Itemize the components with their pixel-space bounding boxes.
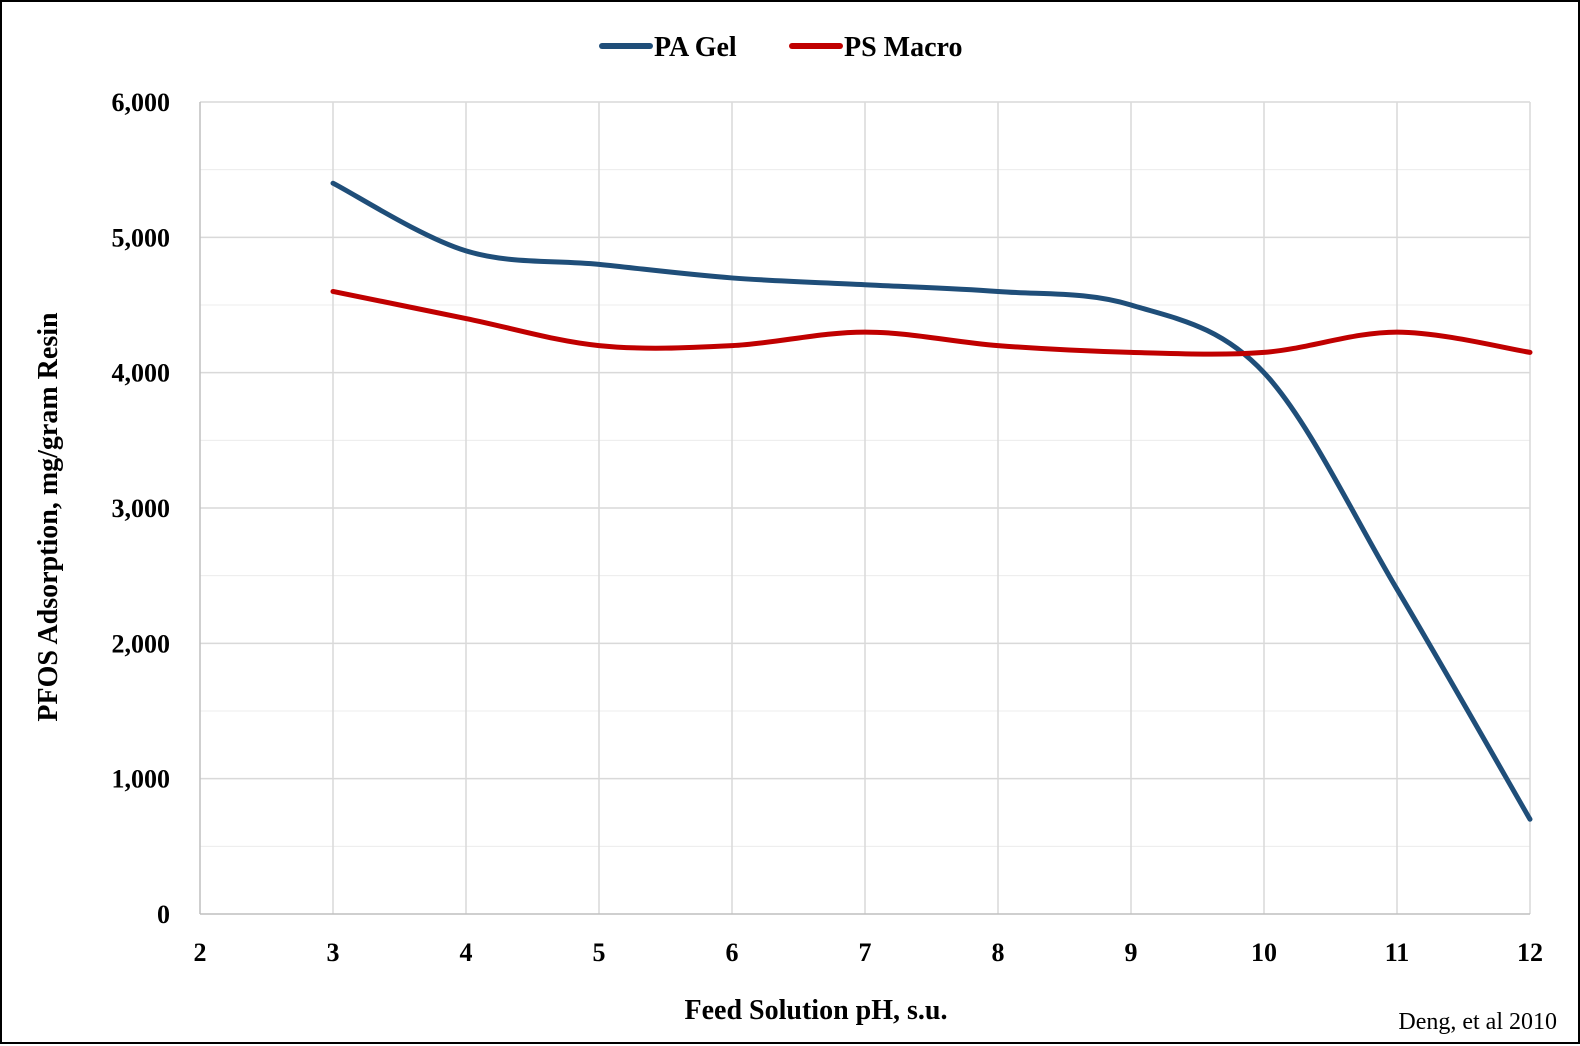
x-tick-label: 6 bbox=[726, 938, 739, 967]
x-tick-label: 5 bbox=[593, 938, 606, 967]
data-point-ps-macro bbox=[1262, 350, 1267, 355]
y-tick-label: 5,000 bbox=[112, 223, 171, 252]
data-point-ps-macro bbox=[730, 343, 735, 348]
x-tick-label: 9 bbox=[1125, 938, 1138, 967]
x-tick-label: 3 bbox=[327, 938, 340, 967]
x-tick-label: 10 bbox=[1251, 938, 1277, 967]
x-tick-label: 7 bbox=[859, 938, 872, 967]
series-layer bbox=[330, 180, 1533, 822]
data-point-pa-gel bbox=[464, 248, 469, 253]
x-tick-label: 12 bbox=[1517, 938, 1543, 967]
data-point-ps-macro bbox=[597, 343, 602, 348]
x-tick-label: 4 bbox=[460, 938, 473, 967]
y-tick-label: 4,000 bbox=[112, 359, 171, 388]
legend-label-ps-macro: PS Macro bbox=[844, 32, 962, 63]
data-point-pa-gel bbox=[1395, 587, 1400, 592]
data-point-pa-gel bbox=[1262, 370, 1267, 375]
x-axis-title: Feed Solution pH, s.u. bbox=[685, 995, 948, 1026]
data-point-pa-gel bbox=[996, 289, 1001, 294]
data-point-pa-gel bbox=[1528, 817, 1533, 822]
grid-layer bbox=[200, 101, 1531, 914]
y-axis-title: PFOS Adsorption, mg/gram Resin bbox=[33, 312, 64, 722]
y-tick-label: 3,000 bbox=[112, 494, 171, 523]
series-line-pa-gel bbox=[330, 180, 1533, 822]
x-tick-label: 8 bbox=[992, 938, 1005, 967]
series-line-ps-macro bbox=[330, 288, 1533, 357]
source-annotation: Deng, et al 2010 bbox=[1398, 1009, 1557, 1035]
data-point-pa-gel bbox=[331, 181, 336, 186]
y-tick-label: 0 bbox=[157, 900, 170, 929]
legend: PA Gel PS Macro bbox=[599, 32, 962, 63]
y-tick-label: 6,000 bbox=[112, 88, 171, 117]
data-point-ps-macro bbox=[464, 316, 469, 321]
legend-label-pa-gel: PA Gel bbox=[654, 32, 737, 63]
data-point-ps-macro bbox=[863, 330, 868, 335]
y-tick-label: 1,000 bbox=[112, 765, 171, 794]
data-point-ps-macro bbox=[1528, 350, 1533, 355]
data-point-ps-macro bbox=[1129, 350, 1134, 355]
data-point-pa-gel bbox=[597, 262, 602, 267]
axis-layer bbox=[199, 102, 1530, 915]
y-tick-label: 2,000 bbox=[112, 629, 171, 658]
data-point-ps-macro bbox=[1395, 330, 1400, 335]
data-point-pa-gel bbox=[730, 275, 735, 280]
data-point-ps-macro bbox=[331, 289, 336, 294]
data-point-ps-macro bbox=[996, 343, 1001, 348]
data-point-pa-gel bbox=[1129, 303, 1134, 308]
data-point-pa-gel bbox=[863, 282, 868, 287]
x-tick-label: 11 bbox=[1385, 938, 1410, 967]
label-layer: 2 3 4 5 6 7 8 9 10 11 12 0 1,000 2,000 3,000 4,000 5,000… bbox=[112, 88, 1544, 967]
x-tick-label: 2 bbox=[194, 938, 207, 967]
